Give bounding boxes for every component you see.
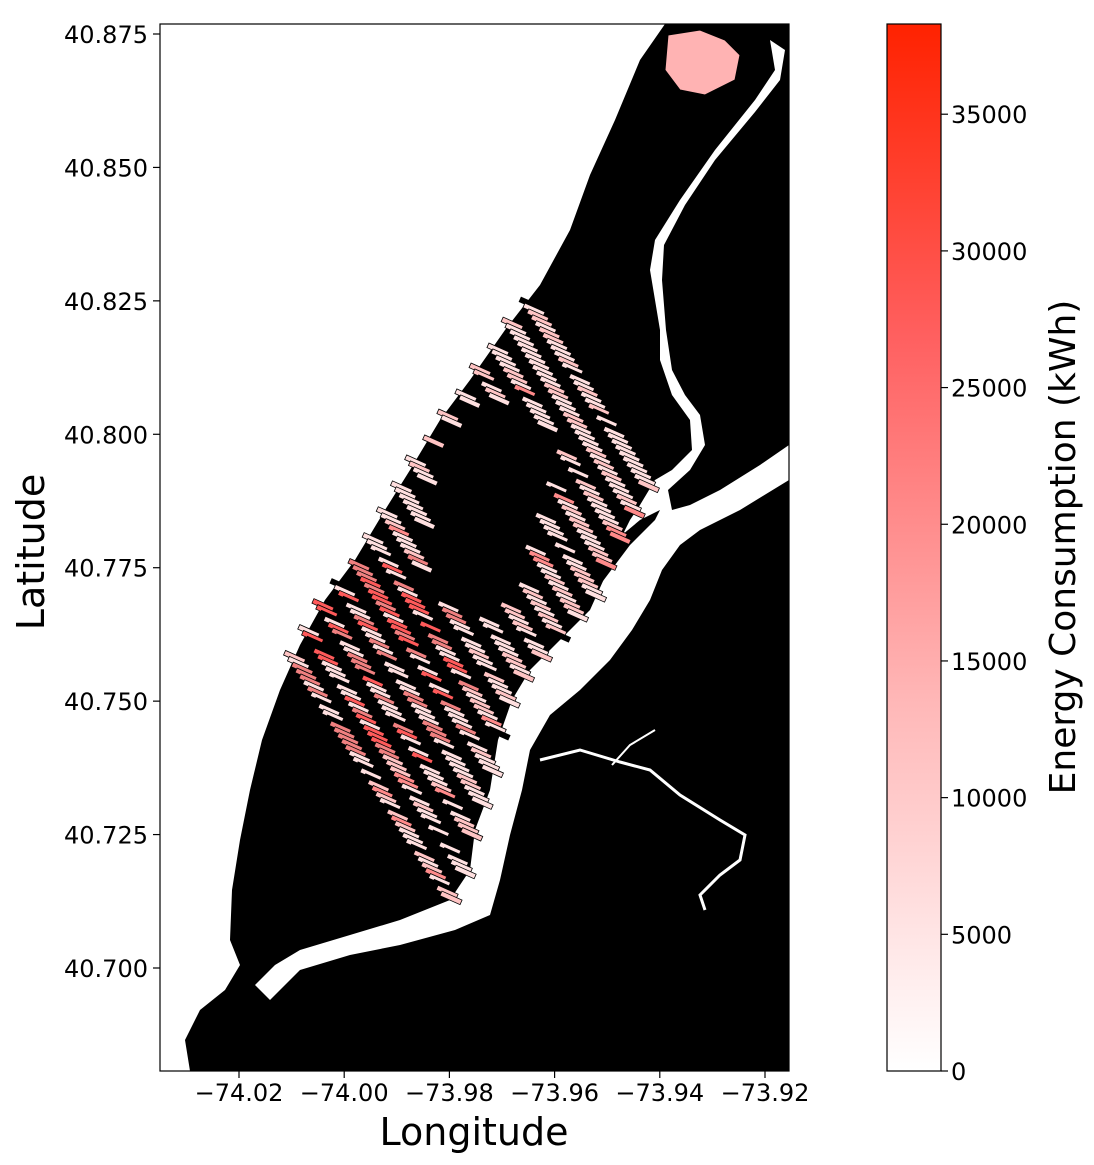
building-block: [470, 795, 494, 810]
y-tick-label: 40.775: [64, 555, 148, 583]
x-axis-ticks: −74.02 −74.00 −73.98 −73.96 −73.94 −73.92: [195, 1071, 810, 1107]
governors-island: [203, 1001, 277, 1059]
hudson-river: [160, 24, 665, 1071]
x-axis-label: Longitude: [380, 1110, 569, 1154]
building-block: [422, 434, 446, 449]
x-tick-label: −74.02: [195, 1079, 284, 1107]
x-tick-label: −74.00: [300, 1079, 389, 1107]
colorbar-tick-label: 0: [951, 1058, 966, 1086]
y-tick-label: 40.750: [64, 688, 148, 716]
map-axes: [160, 24, 789, 1071]
building-block: [583, 588, 608, 603]
colorbar-tick-label: 35000: [951, 101, 1027, 129]
building-block: [536, 418, 560, 434]
x-tick-label: −73.94: [615, 1079, 704, 1107]
y-tick-label: 40.725: [64, 822, 148, 850]
building-block: [594, 556, 618, 571]
building-block: [547, 628, 572, 643]
building-block: [636, 478, 660, 494]
building-block: [497, 694, 521, 709]
y-tick-label: 40.825: [64, 288, 148, 316]
building-block: [412, 515, 436, 531]
colorbar-tick-label: 10000: [951, 785, 1027, 813]
colorbar-tick-label: 20000: [951, 511, 1027, 539]
map-frame: [159, 23, 790, 1072]
y-axis-ticks: 40.875 40.850 40.825 40.800 40.775 40.750 40.7…: [64, 21, 160, 983]
roosevelt-island: [578, 510, 660, 610]
building-block: [529, 648, 554, 663]
building-block: [511, 668, 536, 683]
building-block: [415, 472, 439, 487]
colorbar-tick-label: 30000: [951, 238, 1027, 266]
building-block: [487, 725, 511, 741]
building-block: [622, 504, 646, 520]
building-blocks: [283, 296, 660, 906]
building-block: [565, 608, 590, 623]
colorbar: 0 5000 10000 15000 20000 25000 30000 35000 Ener…: [886, 23, 1084, 1086]
building-block: [480, 763, 504, 779]
y-axis-label: Latitude: [9, 474, 53, 630]
colorbar-ticks: 0 5000 10000 15000 20000 25000 30000 35000: [941, 101, 1027, 1086]
colorbar-gradient: [886, 23, 942, 1072]
x-tick-label: −73.96: [510, 1079, 599, 1107]
y-tick-label: 40.875: [64, 21, 148, 49]
colorbar-tick-label: 5000: [951, 921, 1012, 949]
building-block: [440, 414, 464, 429]
building-block: [460, 827, 484, 842]
north-park: [664, 29, 741, 96]
building-block: [608, 530, 632, 545]
y-tick-label: 40.850: [64, 154, 148, 182]
building-block: [487, 391, 511, 407]
building-block: [458, 394, 482, 409]
colorbar-tick-label: 25000: [951, 375, 1027, 403]
building-block: [439, 890, 463, 906]
colorbar-tick-label: 15000: [951, 648, 1027, 676]
newtown-creek: [539, 748, 747, 911]
y-tick-label: 40.800: [64, 421, 148, 449]
building-block: [453, 864, 477, 880]
colorbar-label: Energy Consumption (kWh): [1043, 300, 1084, 795]
y-tick-label: 40.700: [64, 955, 148, 983]
creek-branch: [611, 729, 656, 766]
building-block: [410, 559, 434, 574]
harlem-river: [255, 40, 789, 1000]
x-tick-label: −73.98: [405, 1079, 494, 1107]
x-tick-label: −73.92: [721, 1079, 810, 1107]
